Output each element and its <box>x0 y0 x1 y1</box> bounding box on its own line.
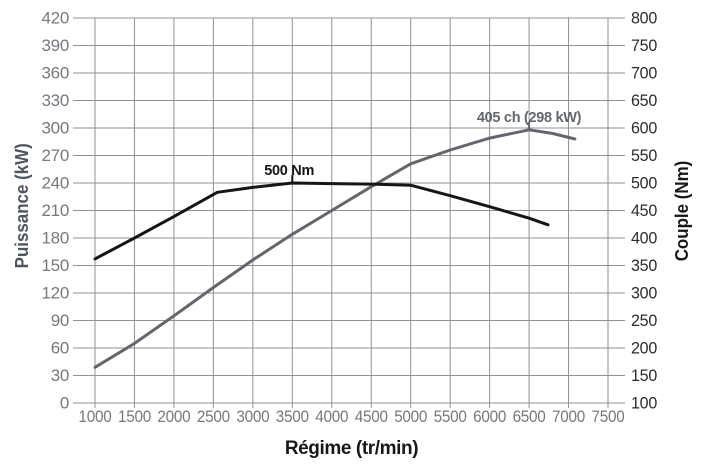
y-left-tick-label: 30 <box>51 366 69 385</box>
y-right-tick-label: 100 <box>631 394 657 413</box>
y-right-tick-label: 550 <box>631 146 657 165</box>
x-tick-label: 4500 <box>355 407 388 426</box>
series-couple-line <box>93 181 550 261</box>
y-left-tick-label: 270 <box>42 146 69 165</box>
y-right-tick-label: 200 <box>631 339 657 358</box>
y-right-tick-label: 650 <box>631 91 657 110</box>
y-left-tick-label: 300 <box>42 119 69 138</box>
y-right-tick-label: 750 <box>631 36 657 55</box>
x-tick-label: 2500 <box>197 407 230 426</box>
x-axis-title: Régime (tr/min) <box>284 438 419 459</box>
y-left-tick-label: 240 <box>42 174 69 193</box>
x-tick-label: 6500 <box>513 407 546 426</box>
y-left-tick-label: 90 <box>51 311 69 330</box>
x-tick-label: 2000 <box>157 407 190 426</box>
y-left-tick-label: 180 <box>42 229 69 248</box>
annotation-puissance: 405 ch (298 kW) <box>477 110 582 126</box>
x-tick-label: 7000 <box>552 407 585 426</box>
y-left-tick-label: 420 <box>42 9 69 28</box>
y-right-tick-label: 400 <box>631 229 657 248</box>
y-left-tick-label: 360 <box>42 64 69 83</box>
annotation-couple: 500 Nm <box>264 163 314 179</box>
series-puissance-line <box>93 128 577 369</box>
x-tick-label: 1000 <box>79 407 112 426</box>
y-right-tick-label: 700 <box>631 64 657 83</box>
y-right-tick-label: 150 <box>631 366 657 385</box>
y-right-tick-label: 250 <box>631 311 657 330</box>
right-axis-title: Couple (Nm) <box>672 160 692 262</box>
y-left-tick-label: 120 <box>42 284 69 303</box>
y-left-tick-label: 330 <box>42 91 69 110</box>
y-left-tick-label: 210 <box>42 201 69 220</box>
x-tick-label: 5000 <box>394 407 427 426</box>
y-right-tick-label: 800 <box>631 9 657 28</box>
x-tick-label: 3500 <box>276 407 309 426</box>
y-right-tick-label: 300 <box>631 284 657 303</box>
y-right-tick-label: 600 <box>631 119 657 138</box>
y-right-tick-label: 500 <box>631 174 657 193</box>
x-tick-label: 5500 <box>434 407 467 426</box>
x-tick-label: 6000 <box>473 407 506 426</box>
left-axis-title: Puissance (kW) <box>12 143 32 269</box>
y-left-tick-label: 150 <box>42 256 69 275</box>
y-left-tick-label: 0 <box>60 394 69 413</box>
y-left-tick-label: 60 <box>51 339 69 358</box>
x-tick-label: 7500 <box>592 407 625 426</box>
x-tick-label: 3000 <box>236 407 269 426</box>
y-right-tick-label: 450 <box>631 201 657 220</box>
y-right-tick-label: 350 <box>631 256 657 275</box>
x-tick-label: 1500 <box>118 407 151 426</box>
y-left-tick-label: 390 <box>42 36 69 55</box>
x-tick-label: 4000 <box>315 407 348 426</box>
